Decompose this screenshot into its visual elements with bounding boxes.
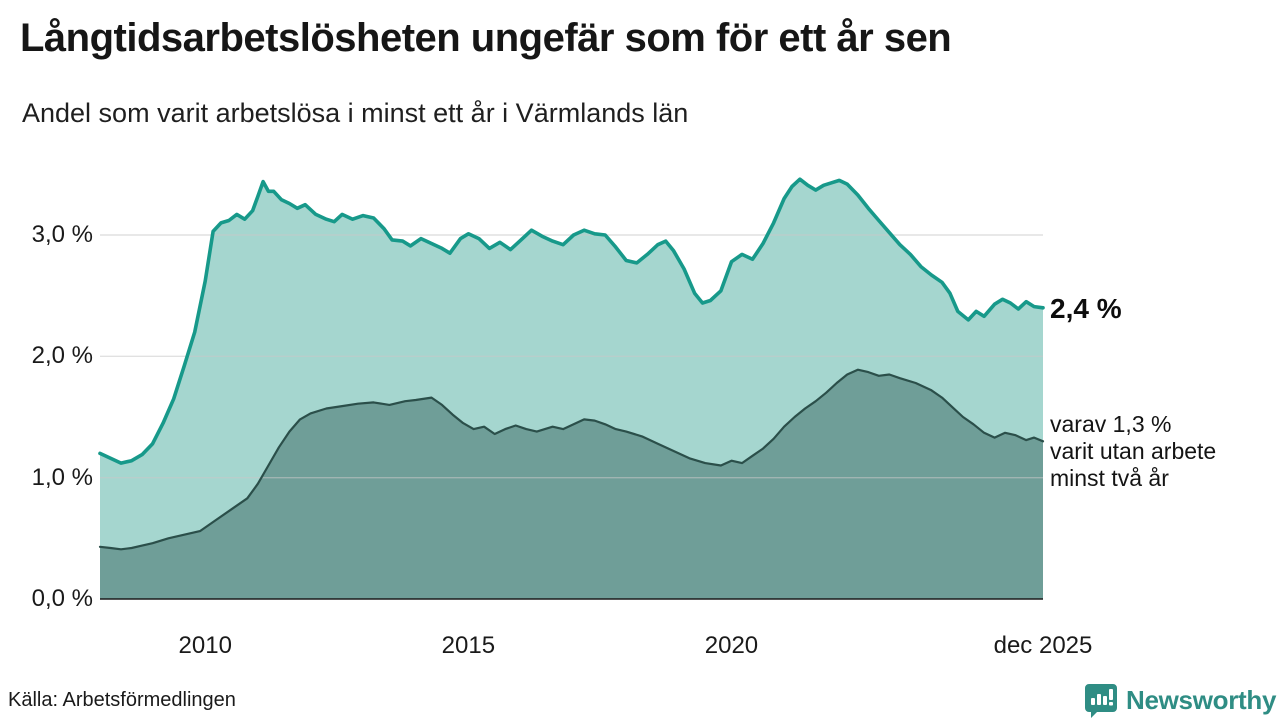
two-year-annotation-line2: varit utan arbete xyxy=(1050,438,1217,464)
y-tick-label: 1,0 % xyxy=(31,463,93,491)
y-tick-label: 0,0 % xyxy=(31,585,93,612)
newsworthy-logo: Newsworthy xyxy=(1083,682,1276,718)
y-tick-label: 2,0 % xyxy=(31,342,93,370)
series-line-two-year xyxy=(98,368,1045,551)
x-tick-label: 2015 xyxy=(441,632,496,659)
series-line-total xyxy=(98,177,1045,465)
newsworthy-bubble-chart-icon xyxy=(1085,684,1117,718)
chart-subtitle: Andel som varit arbetslösa i minst ett å… xyxy=(22,98,689,128)
x-tick-label: dec 2025 xyxy=(993,632,1093,659)
latest-value-label: 2,4 % xyxy=(1050,293,1122,324)
y-tick-label: 3,0 % xyxy=(31,221,93,248)
newsworthy-wordmark: Newsworthy xyxy=(1126,684,1277,715)
x-tick-label: 2010 xyxy=(178,632,232,659)
two-year-annotation-line3: minst två år xyxy=(1050,465,1169,491)
page-title: Långtidsarbetslösheten ungefär som för e… xyxy=(20,16,952,60)
source-label: Källa: Arbetsförmedlingen xyxy=(8,689,236,711)
two-year-annotation: varav 1,3 % varit utan arbete minst två … xyxy=(1050,411,1275,492)
two-year-annotation-line1: varav 1,3 % xyxy=(1050,411,1172,437)
area-fill-two-year xyxy=(100,369,1043,599)
x-tick-label: 2020 xyxy=(704,632,759,659)
